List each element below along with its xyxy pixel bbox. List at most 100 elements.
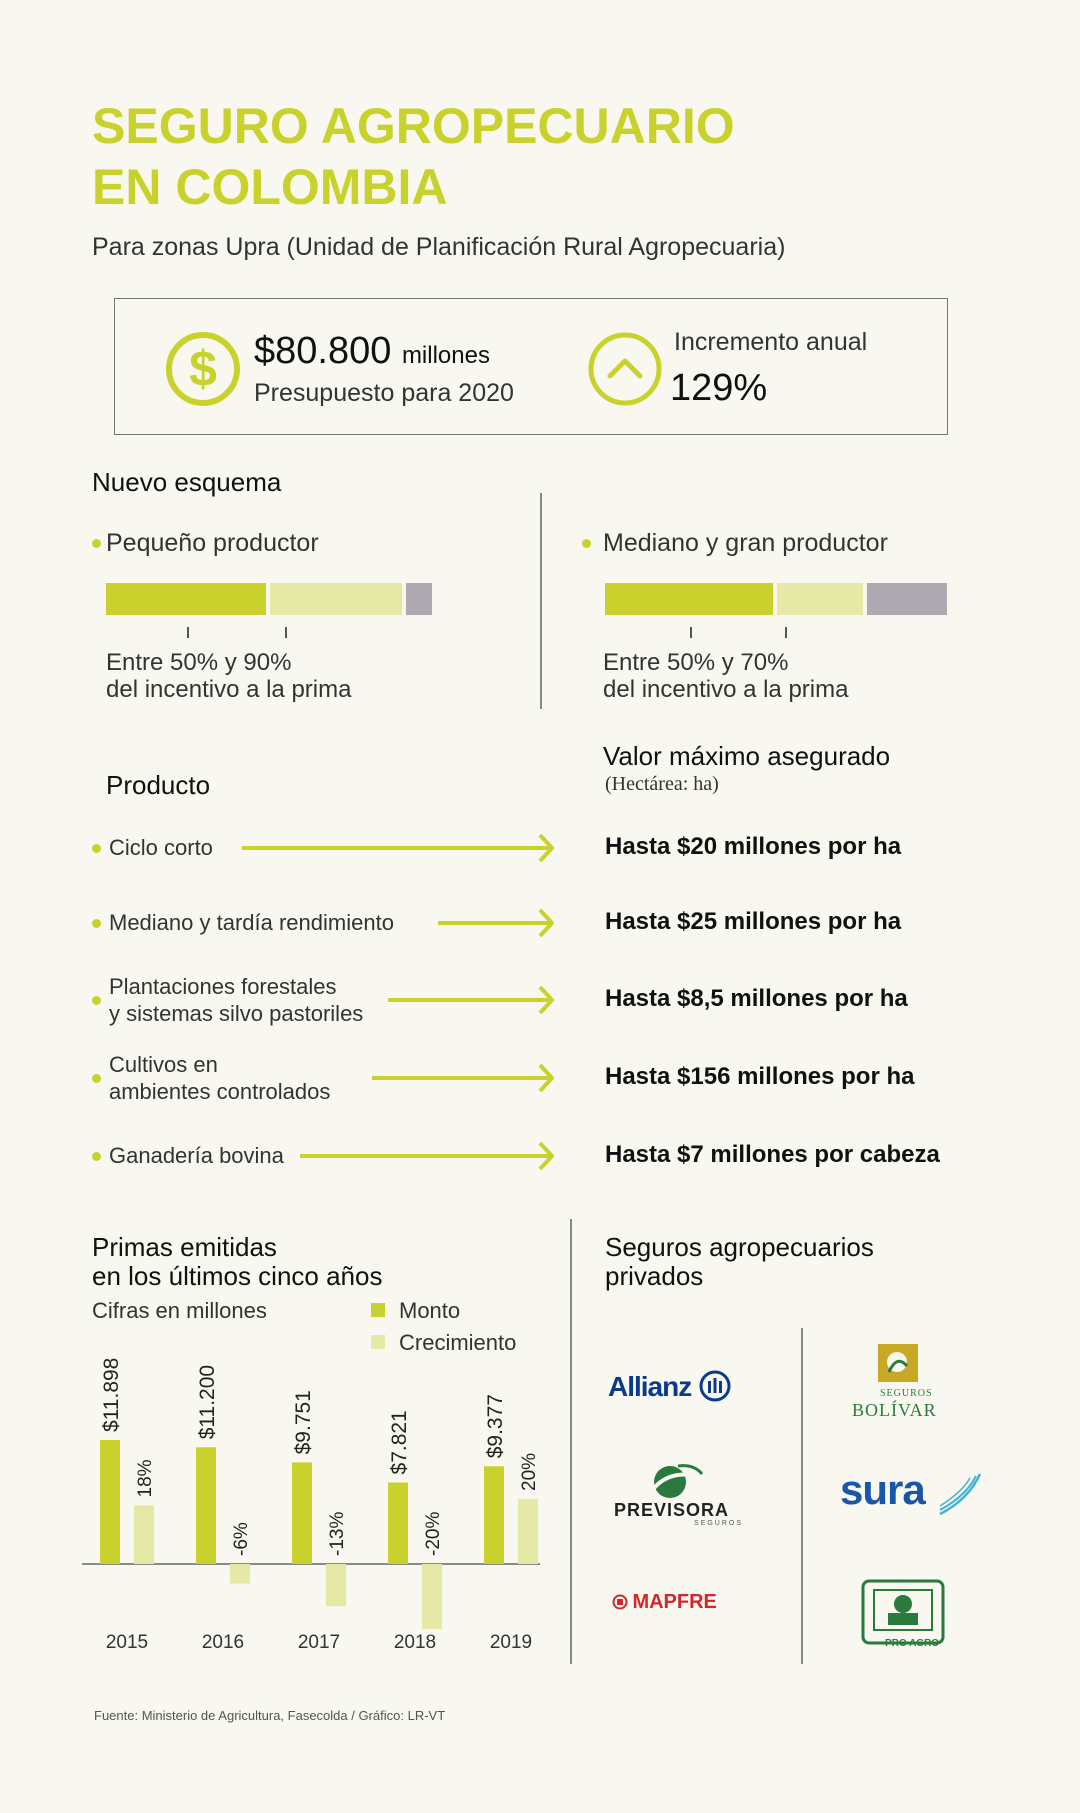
insurers-divider xyxy=(801,1328,803,1664)
label-crecimiento-2015: 18% xyxy=(135,1459,156,1497)
bar-crecimiento-2016 xyxy=(230,1564,250,1584)
mapfre-wordmark: MAPFRE xyxy=(632,1591,717,1613)
bolivar-sub: SEGUROS xyxy=(880,1388,933,1399)
bar-segment-base xyxy=(106,583,266,615)
label-crecimiento-2019: 20% xyxy=(519,1453,540,1491)
dollar-icon: $ xyxy=(166,332,240,406)
large-producer-note: Entre 50% y 70% del incentivo a la prima xyxy=(603,649,849,703)
kpi-budget-label: Presupuesto para 2020 xyxy=(254,379,514,407)
section-divider xyxy=(570,1219,572,1664)
product-label: Ciclo corto xyxy=(109,835,213,860)
page-title: SEGURO AGROPECUARIO EN COLOMBIA xyxy=(92,96,735,218)
legend-label-monto: Monto xyxy=(399,1298,461,1323)
bullet xyxy=(92,539,101,548)
bar-crecimiento-2018 xyxy=(422,1564,442,1629)
large-producer-label: Mediano y gran productor xyxy=(603,529,888,557)
label-monto-2019: $9.377 xyxy=(484,1394,507,1458)
year-label-2019: 2019 xyxy=(490,1632,532,1653)
insurers-title: Seguros agropecuarios privados xyxy=(605,1232,874,1291)
previsora-sub: SEGUROS xyxy=(694,1520,744,1527)
sura-wave-icon xyxy=(939,1473,982,1516)
bullet xyxy=(92,844,101,853)
label-monto-2016: $11.200 xyxy=(196,1365,219,1439)
sura-wordmark: sura xyxy=(840,1466,926,1513)
mapfre-icon xyxy=(612,1594,628,1610)
kpi-amount: $80.800 millones xyxy=(254,330,490,373)
small-producer-note: Entre 50% y 90% del incentivo a la prima xyxy=(106,649,352,703)
value-header: Valor máximo asegurado xyxy=(603,741,891,771)
legend-swatch-monto xyxy=(371,1303,385,1317)
scheme-title: Nuevo esquema xyxy=(92,467,282,497)
year-label-2016: 2016 xyxy=(202,1632,244,1653)
svg-text:$: $ xyxy=(189,341,217,397)
primas-title: Primas emitidas en los últimos cinco año… xyxy=(92,1232,383,1291)
kpi-amount-unit: millones xyxy=(401,342,490,369)
allianz-logo: Allianz xyxy=(608,1370,731,1403)
previsora-wordmark: PREVISORA xyxy=(614,1500,730,1520)
bar-segment-incentive xyxy=(777,583,863,615)
tick-50 xyxy=(690,627,692,638)
kpi-amount-value: $80.800 xyxy=(254,330,392,372)
bar-monto-2016 xyxy=(196,1447,216,1564)
arrow-right-icon xyxy=(438,908,554,938)
year-label-2017: 2017 xyxy=(298,1632,340,1653)
mapfre-logo: MAPFRE xyxy=(612,1591,717,1614)
bolivar-icon xyxy=(878,1344,918,1382)
primas-units: Cifras en millones xyxy=(92,1298,267,1323)
product-header: Producto xyxy=(106,770,211,800)
max-insured-value: Hasta $156 millones por ha xyxy=(605,1063,915,1090)
allianz-icon xyxy=(699,1370,731,1402)
bullet xyxy=(92,1152,101,1161)
arrow-right-icon xyxy=(242,833,554,863)
bar-crecimiento-2015 xyxy=(134,1505,154,1564)
label-monto-2017: $9.751 xyxy=(292,1390,315,1454)
year-label-2015: 2015 xyxy=(106,1632,148,1653)
chevron-up-icon xyxy=(588,332,662,406)
tick-70 xyxy=(785,627,787,638)
bolivar-wordmark: BOLÍVAR xyxy=(852,1400,937,1420)
bar-monto-2015 xyxy=(100,1440,120,1564)
bar-segment-base xyxy=(605,583,773,615)
increase-value: 129% xyxy=(670,367,768,409)
proagro-wordmark: PRO AGRO xyxy=(885,1638,940,1649)
max-insured-value: Hasta $20 millones por ha xyxy=(605,833,902,860)
max-insured-value: Hasta $7 millones por cabeza xyxy=(605,1141,940,1168)
bar-monto-2017 xyxy=(292,1462,312,1564)
arrow-right-icon xyxy=(372,1063,554,1093)
label-monto-2018: $7.821 xyxy=(388,1410,411,1474)
bar-monto-2018 xyxy=(388,1482,408,1564)
arrow-right-icon xyxy=(300,1141,554,1171)
legend-label-crecimiento: Crecimiento xyxy=(399,1330,517,1355)
small-producer-label: Pequeño productor xyxy=(106,529,319,557)
bullet xyxy=(92,1074,101,1083)
proagro-icon xyxy=(861,1579,945,1645)
product-label: Mediano y tardía rendimiento xyxy=(109,910,394,935)
year-label-2018: 2018 xyxy=(394,1632,436,1653)
increase-label: Incremento anual xyxy=(674,328,868,356)
previsora-icon xyxy=(652,1464,704,1498)
max-insured-value: Hasta $25 millones por ha xyxy=(605,908,902,935)
bullet xyxy=(92,919,101,928)
product-label: Cultivos en ambientes controlados xyxy=(109,1052,331,1104)
allianz-wordmark: Allianz xyxy=(608,1371,692,1402)
max-insured-value: Hasta $8,5 millones por ha xyxy=(605,985,908,1012)
product-label: Plantaciones forestales y sistemas silvo … xyxy=(109,974,364,1026)
tick-50 xyxy=(187,627,189,638)
arrow-right-icon xyxy=(388,985,554,1015)
legend-swatch-crecimiento xyxy=(371,1335,385,1349)
label-crecimiento-2016: -6% xyxy=(231,1522,252,1556)
title-line-2: EN COLOMBIA xyxy=(92,159,448,215)
bar-segment-rest xyxy=(406,583,432,615)
tick-90 xyxy=(285,627,287,638)
label-crecimiento-2017: -13% xyxy=(327,1512,348,1556)
bullet xyxy=(92,996,101,1005)
bar-monto-2019 xyxy=(484,1466,504,1564)
value-subheader: (Hectárea: ha) xyxy=(605,773,719,795)
primas-chart: $11.898 18% 2015 $11.200 -6% 2016 $9.751 -13% 20… xyxy=(82,1358,540,1653)
product-label: Ganadería bovina xyxy=(109,1143,284,1168)
label-crecimiento-2018: -20% xyxy=(423,1512,444,1556)
label-monto-2015: $11.898 xyxy=(100,1358,123,1432)
bar-segment-rest xyxy=(867,583,947,615)
bullet xyxy=(582,539,591,548)
page-subtitle: Para zonas Upra (Unidad de Planificación… xyxy=(92,233,786,261)
